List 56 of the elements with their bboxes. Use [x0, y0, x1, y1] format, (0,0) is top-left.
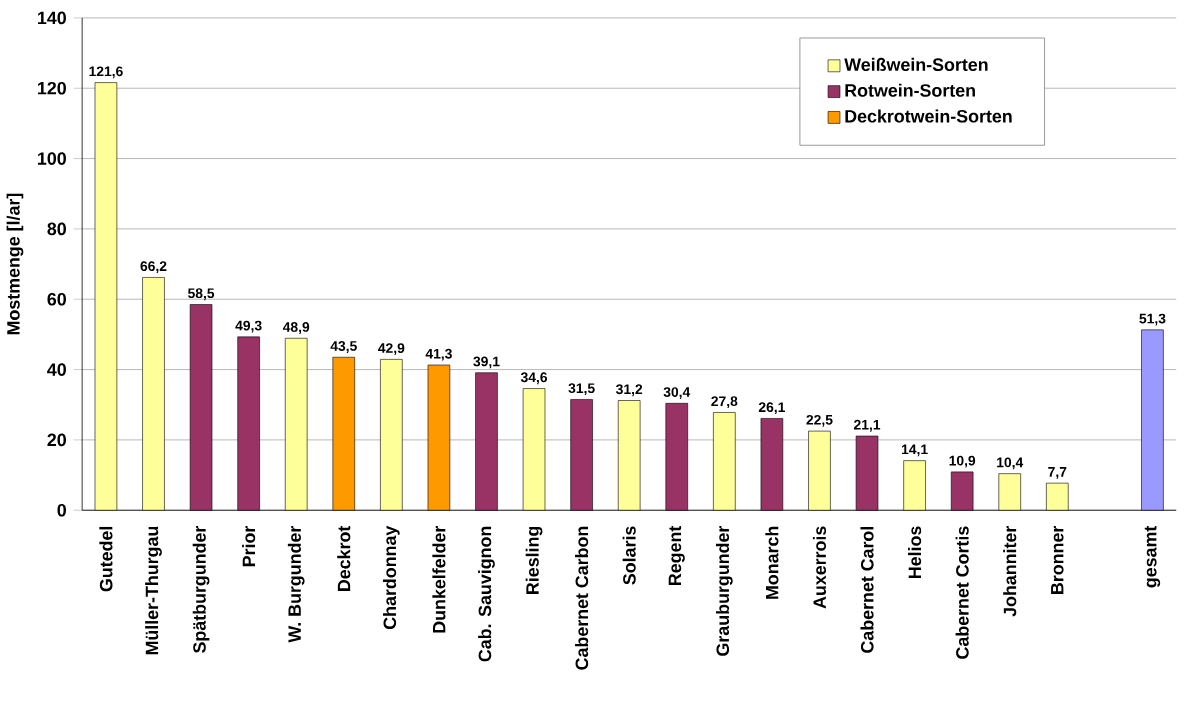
x-tick-label: Chardonnay	[383, 525, 400, 629]
x-tick-label: Riesling	[525, 526, 543, 594]
x-tick-label: Auxerrois	[812, 526, 827, 609]
data-label: 48,9	[282, 322, 310, 334]
y-tick-label: 120	[38, 81, 66, 95]
x-tick-label: Bronner	[1051, 525, 1064, 594]
data-label: 34,6	[520, 372, 548, 385]
x-tick-label: W. Burgunder	[287, 525, 305, 643]
data-label: 27,8	[711, 396, 738, 409]
data-label: 39,1	[473, 356, 500, 369]
x-tick-label: Cab. Sauvignon	[478, 526, 495, 662]
x-tick-label: Helios	[908, 526, 922, 578]
data-label: 43,5	[330, 340, 357, 353]
data-label: 42,9	[378, 343, 405, 355]
data-label: 21,1	[854, 419, 881, 432]
x-tick-label: Prior	[242, 525, 256, 567]
x-tick-label: Cabernet Cortis	[955, 526, 969, 659]
y-tick-label: 100	[38, 152, 66, 165]
data-label: 22,5	[806, 414, 833, 427]
y-tick-label: 40	[47, 363, 66, 376]
data-label: 31,5	[568, 383, 595, 395]
data-label: 49,3	[235, 320, 262, 333]
x-tick-label: Monarch	[765, 526, 779, 599]
x-tick-label: Cabernet Carbon	[575, 526, 589, 670]
legend-label: Deckrotwein-Sorten	[845, 109, 1012, 123]
data-label: 26,1	[758, 402, 786, 414]
y-tick-label: 80	[47, 222, 66, 236]
y-tick-label: 20	[47, 433, 66, 447]
y-axis-title: Mostmenge [l/ar]	[6, 193, 24, 335]
x-tick-label: Müller-Thurgau	[145, 526, 162, 655]
x-tick-label: Johanniter	[1003, 525, 1017, 617]
data-label: 30,4	[663, 387, 691, 399]
x-tick-label: Regent	[668, 525, 685, 585]
y-tick-label: 0	[57, 503, 66, 517]
legend-label: Weißwein-Sorten	[844, 57, 988, 71]
y-tick-label: 60	[47, 292, 66, 306]
data-label: 66,2	[140, 261, 167, 273]
x-tick-label: Dunkelfelder	[432, 525, 446, 633]
x-tick-label: Gutedel	[99, 526, 113, 592]
data-label: 121,6	[89, 66, 123, 79]
x-tick-label: gesamt	[1144, 525, 1161, 588]
data-label: 31,2	[616, 384, 643, 397]
data-label: 10,4	[997, 457, 1024, 470]
data-label: 10,9	[949, 455, 976, 468]
x-tick-label: Cabernet Carol	[860, 526, 874, 653]
data-label: 7,7	[1048, 467, 1067, 479]
x-tick-label: Solaris	[622, 526, 636, 585]
data-label: 58,5	[188, 288, 215, 301]
x-tick-label: Deckrot	[337, 525, 351, 591]
data-label: 41,3	[425, 348, 452, 361]
x-tick-label: Grauburgunder	[715, 525, 733, 656]
data-label: 51,3	[1139, 313, 1166, 326]
x-tick-label: Spätburgunder	[192, 525, 210, 653]
data-label: 14,1	[901, 444, 928, 457]
legend-label: Rotwein-Sorten	[845, 83, 975, 97]
y-tick-label: 140	[38, 11, 66, 25]
